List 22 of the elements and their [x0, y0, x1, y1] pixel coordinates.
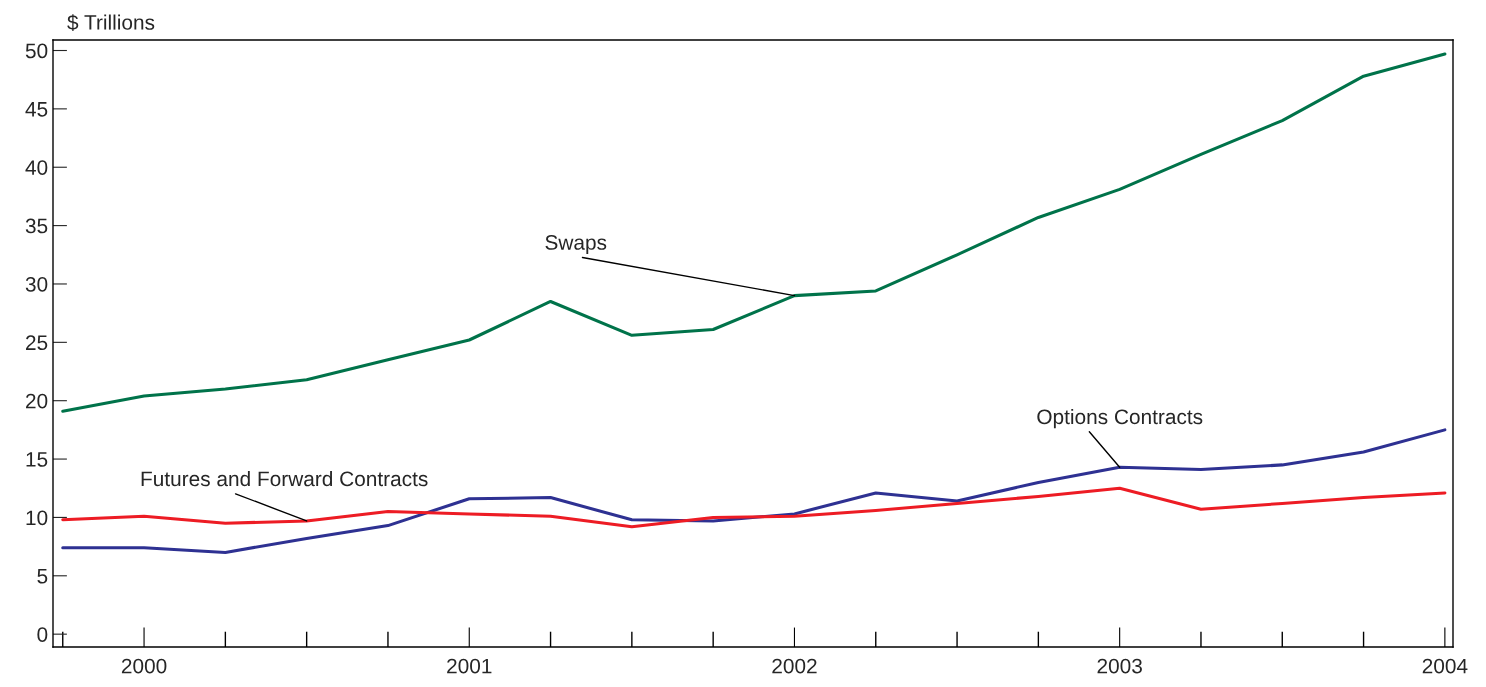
series-label: Futures and Forward Contracts: [141, 470, 428, 487]
y-tick-label: 10: [26, 510, 48, 526]
y-tick-label: 5: [37, 569, 48, 584]
y-tick-label: 15: [26, 452, 48, 467]
x-tick-label: 2004: [1422, 658, 1468, 674]
x-tick-label: 2003: [1097, 658, 1142, 674]
x-tick-label: 2001: [447, 658, 492, 674]
y-tick-label: 45: [25, 102, 48, 117]
line-series: [61, 428, 1447, 554]
y-tick-label: 30: [25, 276, 48, 292]
y-tick-label: 35: [25, 218, 48, 234]
y-tick-label: 20: [26, 393, 48, 409]
y-axis-title: $ Trillions: [67, 14, 155, 32]
y-tick-label: 50: [25, 43, 48, 59]
y-tick-label: 0: [37, 627, 48, 642]
y-tick-label: 25: [26, 335, 48, 351]
y-tick-label: 40: [25, 160, 48, 175]
line-series: [61, 486, 1447, 529]
x-tick-label: 2000: [121, 658, 167, 674]
x-tick-label: 2002: [772, 658, 817, 674]
text: Swaps: [545, 235, 607, 254]
series-label: Options Contracts: [1037, 408, 1203, 429]
